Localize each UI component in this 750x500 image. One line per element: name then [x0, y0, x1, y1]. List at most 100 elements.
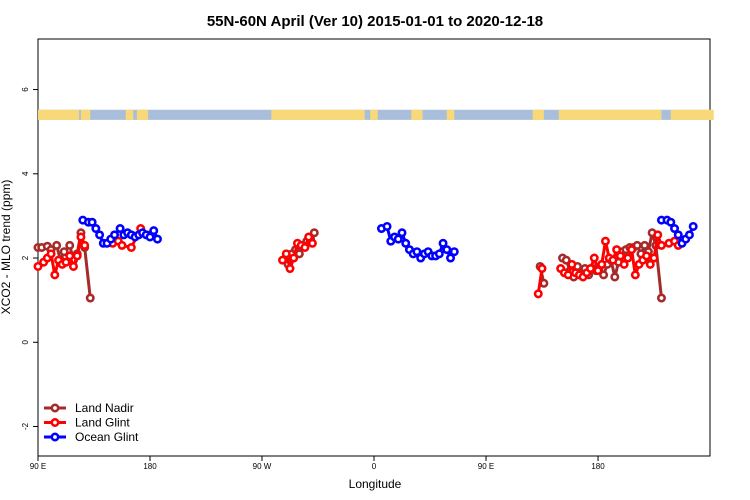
data-point	[649, 253, 659, 263]
data-point	[145, 232, 155, 242]
data-point	[300, 243, 310, 253]
x-tick-label: 180	[591, 462, 605, 471]
data-point	[642, 251, 652, 261]
data-point	[87, 217, 97, 227]
data-point	[397, 228, 407, 238]
data-point	[68, 261, 78, 271]
data-point	[438, 238, 448, 248]
data-point	[33, 261, 43, 271]
data-point	[610, 272, 620, 282]
x-axis-label: Longitude	[349, 477, 402, 491]
data-point	[653, 230, 663, 240]
data-point	[673, 230, 683, 240]
land-segment	[411, 109, 423, 120]
land-segment	[670, 109, 714, 120]
data-point	[567, 259, 577, 269]
x-axis: 90 E 180 90 W 0 90 E 180	[30, 456, 605, 471]
data-point	[59, 247, 69, 257]
data-point	[537, 264, 547, 274]
data-point	[563, 270, 573, 280]
data-point	[110, 230, 120, 240]
legend-label: Ocean Glint	[75, 430, 139, 444]
data-point	[61, 257, 71, 267]
data-point	[645, 259, 655, 269]
legend-marker	[50, 432, 60, 442]
data-point	[91, 224, 101, 234]
data-point	[126, 243, 136, 253]
data-point	[80, 240, 90, 250]
data-point	[289, 253, 299, 263]
y-tick-label: 4	[21, 171, 30, 176]
data-point	[65, 240, 75, 250]
data-point	[533, 289, 543, 299]
x-tick-label: 90 W	[253, 462, 272, 471]
data-point	[684, 230, 694, 240]
legend-marker	[50, 417, 60, 427]
x-tick-label: 180	[143, 462, 157, 471]
land-segment	[271, 109, 365, 120]
x-tick-label: 90 E	[478, 462, 494, 471]
legend-item: Land Nadir	[44, 401, 134, 415]
data-point	[52, 240, 62, 250]
data-point	[434, 249, 444, 259]
data-point	[612, 245, 622, 255]
data-point	[627, 245, 637, 255]
data-point	[307, 238, 317, 248]
data-point	[309, 228, 319, 238]
land-segment	[38, 109, 80, 120]
legend-label: Land Nadir	[75, 401, 134, 415]
legend-marker	[50, 403, 60, 413]
data-point	[623, 253, 633, 263]
series-layer	[33, 215, 698, 303]
land-segment	[370, 109, 378, 120]
data-point	[85, 293, 95, 303]
y-tick-label: -2	[21, 422, 30, 430]
data-point	[688, 221, 698, 231]
data-point	[117, 240, 127, 250]
legend-label: Land Glint	[75, 416, 130, 430]
land-mask-band	[38, 109, 714, 120]
data-point	[50, 270, 60, 280]
data-point	[152, 234, 162, 244]
x-tick-label: 0	[372, 462, 377, 471]
data-point	[599, 270, 609, 280]
data-point	[670, 224, 680, 234]
data-point	[65, 251, 75, 261]
land-segment	[532, 109, 544, 120]
y-tick-label: 2	[21, 255, 30, 260]
data-point	[597, 259, 607, 269]
x-tick-label: 90 E	[30, 462, 46, 471]
data-point	[281, 249, 291, 259]
series-ocean-glint	[78, 215, 698, 263]
data-point	[593, 266, 603, 276]
data-point	[561, 255, 571, 265]
y-axis-label: XCO2 - MLO trend (ppm)	[0, 180, 13, 315]
y-tick-label: 0	[21, 339, 30, 344]
data-point	[640, 240, 650, 250]
data-point	[401, 238, 411, 248]
land-segment	[136, 109, 149, 120]
land-segment	[446, 109, 455, 120]
data-point	[46, 249, 56, 259]
data-point	[304, 232, 314, 242]
plot-frame	[37, 38, 711, 457]
data-point	[278, 255, 288, 265]
data-point	[615, 251, 625, 261]
legend-item: Ocean Glint	[44, 430, 139, 444]
data-point	[586, 264, 596, 274]
data-point	[412, 247, 422, 257]
data-point	[72, 251, 82, 261]
data-point	[95, 230, 105, 240]
data-point	[608, 255, 618, 265]
data-point	[589, 253, 599, 263]
land-segment	[558, 109, 662, 120]
land-segment	[125, 109, 134, 120]
data-point	[656, 293, 666, 303]
data-point	[449, 247, 459, 257]
data-point	[76, 232, 86, 242]
y-axis: -2 0 2 4 6	[21, 87, 38, 430]
data-point	[393, 234, 403, 244]
data-point	[600, 236, 610, 246]
data-point	[382, 221, 392, 231]
